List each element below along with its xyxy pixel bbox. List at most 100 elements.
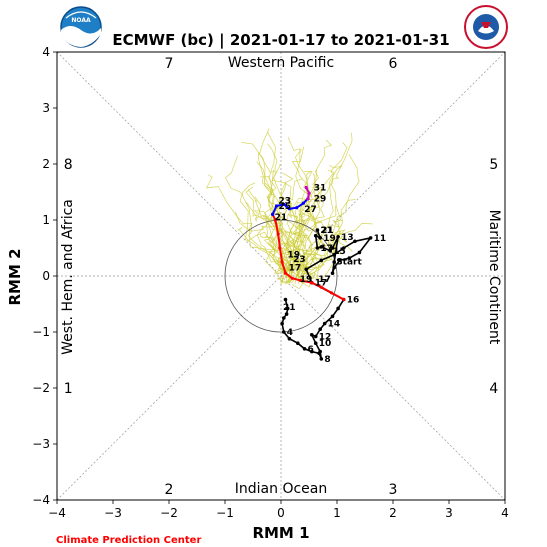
observed-day-label: 19 [323,234,336,244]
observed-day-label: 6 [308,345,314,355]
credit-text: Climate Prediction Center [56,535,201,546]
nws-logo [464,5,508,49]
forecast-mean-point [304,185,308,190]
observed-point [341,246,346,250]
observed-point [315,228,320,232]
forecast-day-label: 27 [304,205,317,215]
forecast-mean-point [329,291,333,295]
x-tick-label: 2 [389,506,397,520]
forecast-day-label: 21 [321,226,334,236]
observed-day-label: 13 [341,233,354,243]
forecast-mean-point [319,285,323,289]
ensemble-member-line [237,226,292,283]
region-left: West. Hem. and Africa [60,199,76,355]
y-tick-label: −1 [32,325,50,339]
forecast-day-label: 23 [279,196,292,206]
x-tick-label: −2 [160,506,178,520]
observed-point [338,258,342,263]
observed-point [332,265,337,270]
forecast-mean-point [283,271,288,275]
phase-label: 4 [489,381,498,397]
forecast-mean-point [306,197,310,201]
forecast-day-label: 17 [318,275,331,285]
forecast-day-label: 17 [289,264,302,274]
observed-point [368,236,373,240]
forecast-mean-point [273,218,277,222]
forecast-mean-point [310,281,314,285]
ensemble-member-line [205,174,284,272]
observed-point [353,239,357,244]
observed-day-label: 12 [319,332,332,342]
plot-area: Start 4681012141617111315171921171917192… [32,45,509,520]
observed-point [302,347,307,351]
y-tick-label: −3 [32,437,50,451]
x-tick-label: −1 [216,506,234,520]
y-tick-label: −2 [32,381,50,395]
forecast-day-label: 19 [287,251,300,261]
ensemble-member-line [239,182,292,285]
forecast-mean-point [276,232,280,236]
forecast-mean-point [342,297,346,302]
forecast-day-label: 21 [283,303,296,313]
forecast-mean-point [295,206,299,210]
observed-day-label: 11 [374,234,387,244]
noaa-logo: NOAA [60,6,102,48]
y-tick-label: 3 [42,101,50,115]
observed-point [319,245,324,249]
ensemble-member-line [260,176,303,272]
ensemble-member-line [245,186,297,281]
forecast-mean-point [290,276,294,280]
observed-point [319,357,324,361]
ensemble-member-line [294,169,323,285]
observed-point [318,349,323,354]
forecast-mean-point [271,212,275,216]
ensemble-member-line [277,205,320,279]
observed-point [332,260,337,264]
ensemble-member-line [297,132,353,285]
phase-label: 3 [389,482,398,498]
forecast-mean-point [282,202,286,206]
phase-label: 1 [64,381,73,397]
forecast-mean-point [299,278,303,283]
observed-point [304,267,309,272]
observed-point [330,314,335,319]
observed-point [318,327,323,332]
x-tick-label: 3 [445,506,453,520]
observed-point [310,333,314,337]
observed-point [282,330,286,334]
observed-point [332,252,337,257]
observed-series: Start [280,228,373,361]
forecast-day-label: 31 [314,184,327,194]
forecast-day-label: 29 [314,195,327,205]
ensemble-member-line [281,233,307,283]
forecast-day-label: 19 [300,275,313,285]
forecast-mean-point [287,207,291,211]
x-tick-label: 4 [501,506,509,520]
observed-point [336,235,340,239]
observed-day-label: 8 [324,355,330,365]
x-tick-label: −3 [104,506,122,520]
observed-point [330,271,335,276]
observed-day-label: 17 [320,244,333,254]
observed-point [313,233,318,238]
observed-day-label: 17 [315,279,328,289]
chart-title: ECMWF (bc) | 2021-01-17 to 2021-01-31 [112,31,449,50]
ensemble-member-line [264,132,284,283]
forecast-day-label: 21 [275,213,288,223]
observed-point [283,297,288,302]
day-labels: 4681012141617111315171921171917192321232… [275,184,387,365]
y-tick-label: −4 [32,493,50,507]
x-tick-label: −4 [48,506,66,520]
ensemble-member-line [287,203,307,283]
phase-label: 7 [165,56,174,72]
observed-point [322,321,327,326]
observed-point [287,336,292,341]
x-tick-label: 1 [333,506,341,520]
x-axis-label: RMM 1 [252,524,309,542]
noaa-logo-text: NOAA [71,17,91,24]
observed-point [313,341,318,346]
observed-point [280,321,284,326]
